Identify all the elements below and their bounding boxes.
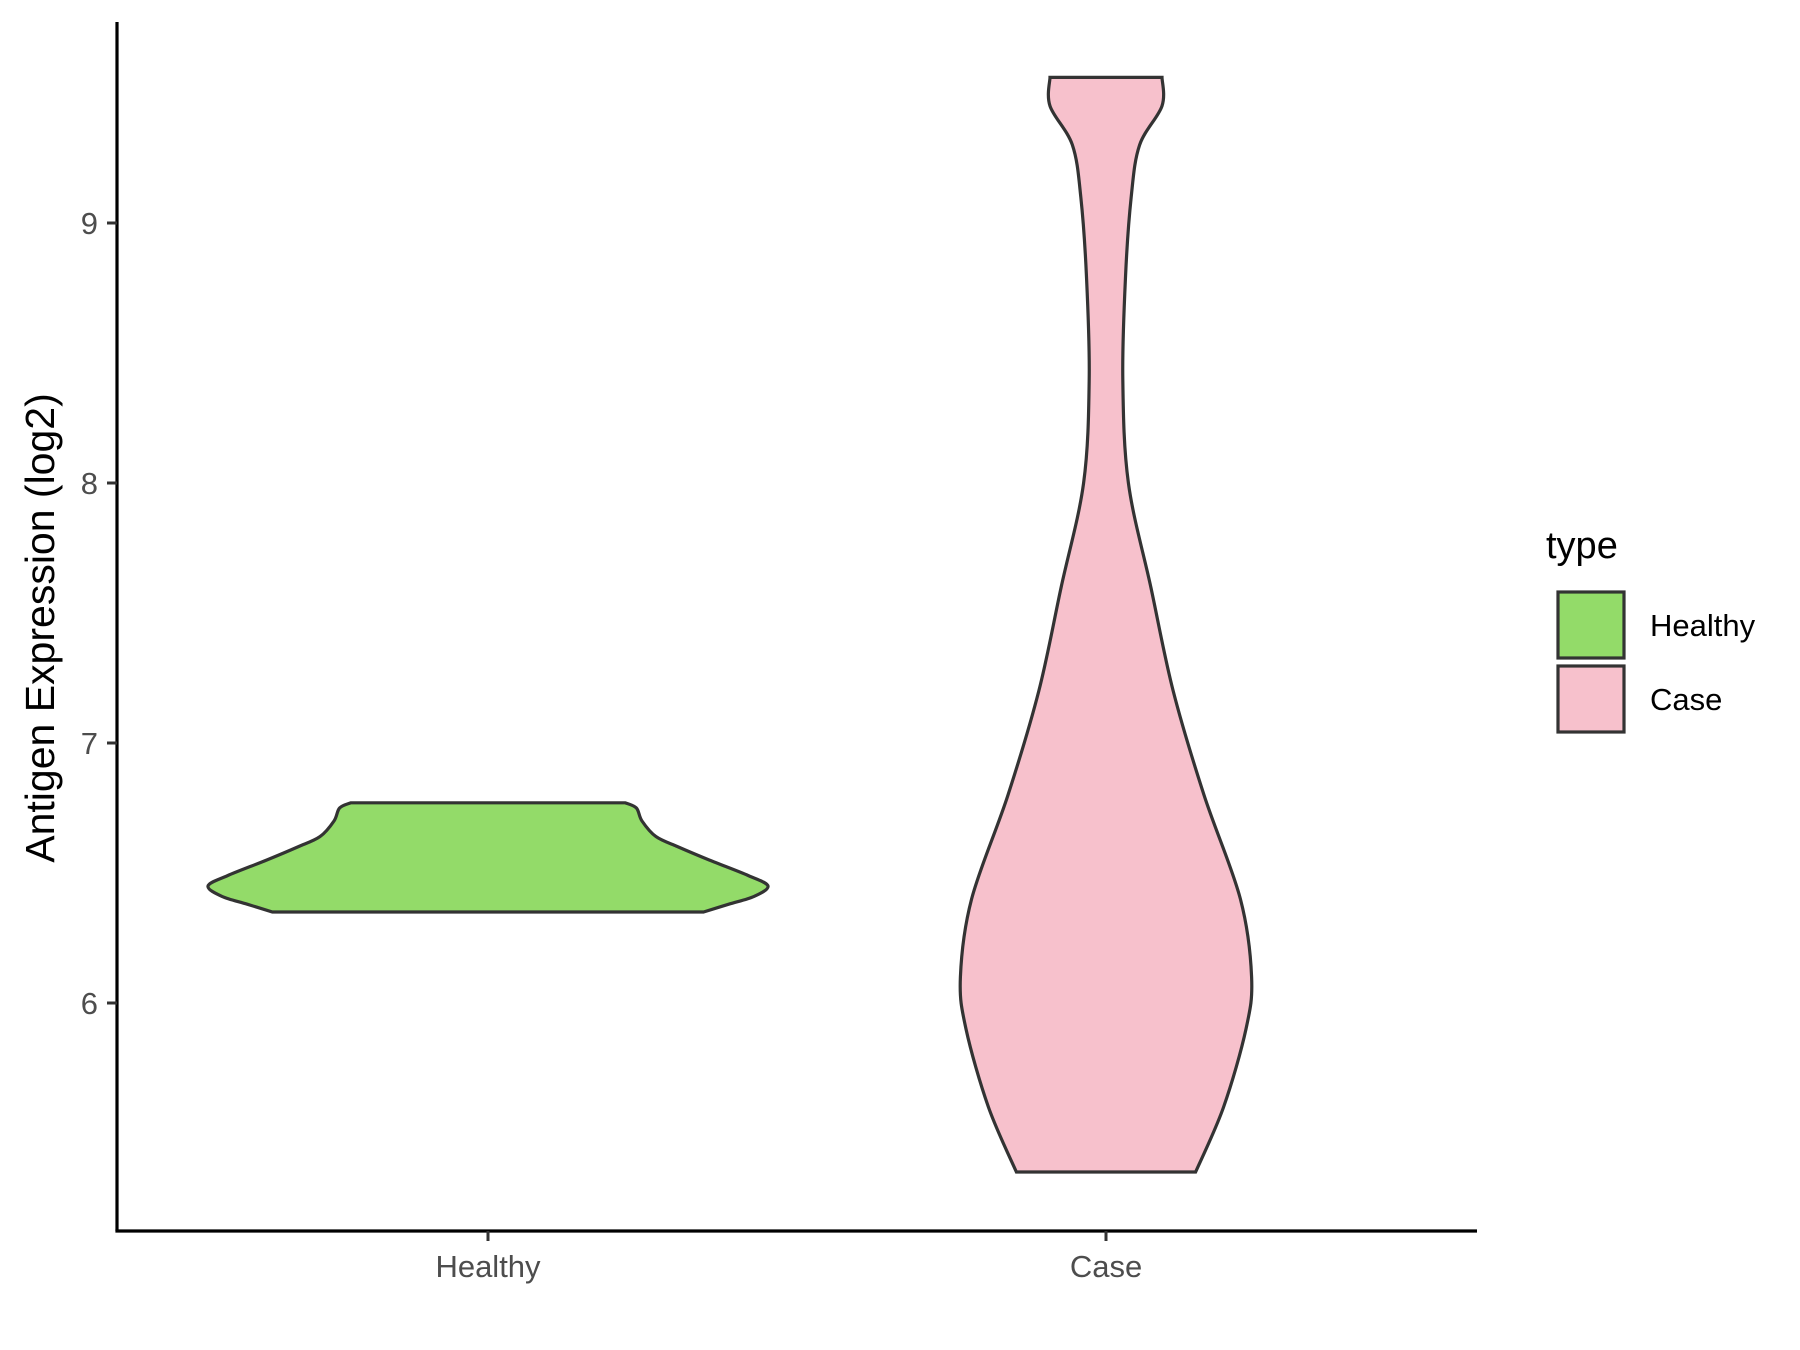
legend-key-case	[1556, 664, 1626, 734]
x-tick-label: Case	[1070, 1249, 1142, 1284]
y-axis-ticks: 6 7 8 9	[81, 206, 117, 1021]
y-tick-label: 7	[81, 726, 98, 761]
y-tick-label: 6	[81, 986, 98, 1021]
violin-case	[958, 75, 1254, 1174]
legend-title: type	[1546, 525, 1618, 567]
y-tick-label: 8	[81, 466, 98, 501]
legend-label-case: Case	[1650, 682, 1722, 717]
violin-layer	[206, 75, 1254, 1174]
legend-key-healthy	[1556, 590, 1626, 660]
y-tick-label: 9	[81, 206, 98, 241]
x-axis-ticks: Healthy Case	[435, 1231, 1142, 1284]
y-axis-title: Antigen Expression (log2)	[17, 393, 63, 862]
legend: type Healthy Case	[1546, 525, 1756, 734]
violin-healthy	[206, 801, 770, 914]
legend-label-healthy: Healthy	[1650, 608, 1756, 643]
x-tick-label: Healthy	[435, 1249, 541, 1284]
